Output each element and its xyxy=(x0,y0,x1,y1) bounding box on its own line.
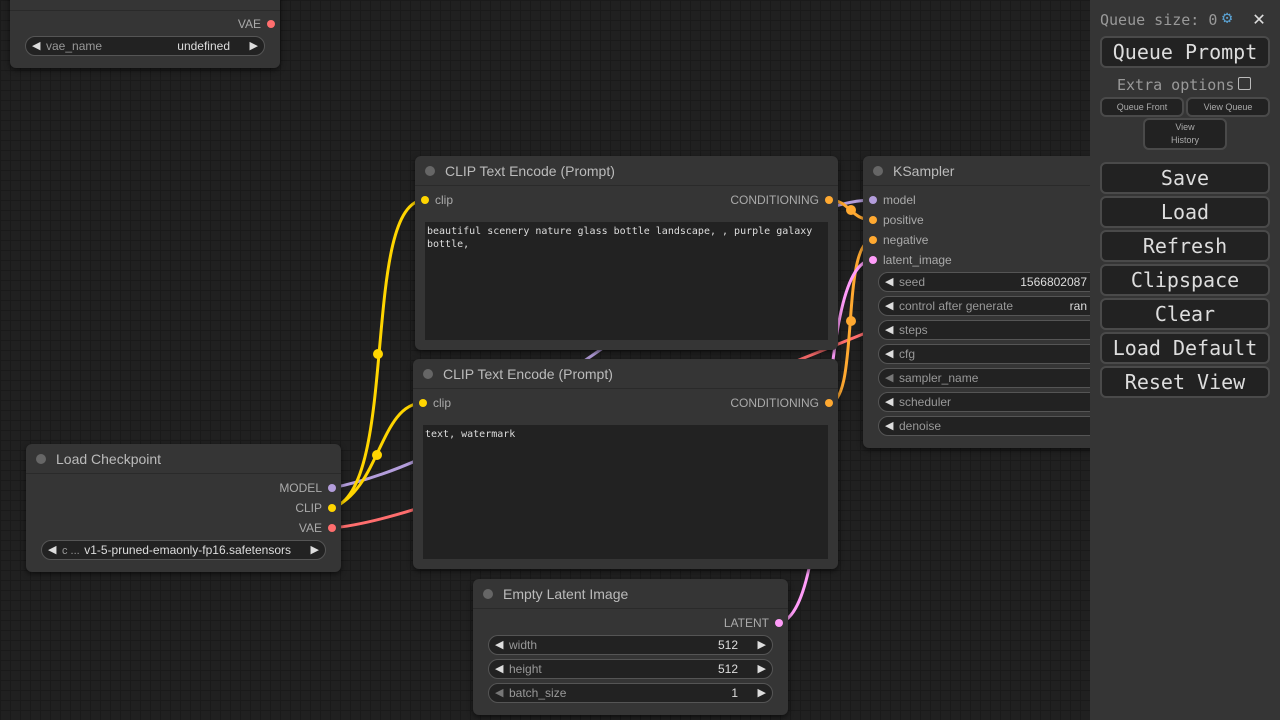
arrow-left-icon[interactable]: ◀ xyxy=(48,544,57,556)
node-empty-latent-image[interactable]: Empty Latent Image LATENT ◀ width 512 ▶ ◀ he… xyxy=(473,579,788,715)
arrow-left-icon[interactable]: ◀ xyxy=(885,420,894,432)
clear-button[interactable]: Clear xyxy=(1100,298,1270,330)
queue-size-label: Queue size: 0 xyxy=(1100,11,1218,29)
output-vae-dot[interactable] xyxy=(328,524,336,532)
extra-options-label: Extra options xyxy=(1117,76,1235,94)
output-vae-label: VAE xyxy=(298,521,322,535)
node-clip-text-encode-positive[interactable]: CLIP Text Encode (Prompt) clip CONDITION… xyxy=(415,156,838,350)
ksampler-widget-cfg[interactable]: ◀ cfg xyxy=(878,344,1118,364)
reset-view-button[interactable]: Reset View xyxy=(1100,366,1270,398)
view-queue-button[interactable]: View Queue xyxy=(1186,97,1270,117)
ckpt-name-combo[interactable]: ◀ c ... v1-5-pruned-emaonly-fp16.safetenso… xyxy=(41,540,326,560)
output-latent-label: LATENT xyxy=(723,616,769,630)
ksampler-widget-steps[interactable]: ◀ steps xyxy=(878,320,1118,340)
arrow-left-icon[interactable]: ◀ xyxy=(32,40,41,52)
extra-options-checkbox[interactable] xyxy=(1238,77,1251,90)
node-clip-text-encode-negative[interactable]: CLIP Text Encode (Prompt) clip CONDITION… xyxy=(413,359,838,569)
queue-prompt-button[interactable]: Queue Prompt xyxy=(1100,36,1270,68)
output-conditioning-dot[interactable] xyxy=(825,399,833,407)
arrow-left-icon[interactable]: ◀ xyxy=(885,396,894,408)
clipspace-button[interactable]: Clipspace xyxy=(1100,264,1270,296)
input-clip-label: clip xyxy=(435,193,454,207)
ksampler-widget-seed[interactable]: ◀ seed 1566802087 xyxy=(878,272,1118,292)
node-title: KSampler xyxy=(863,156,1123,186)
close-icon[interactable]: ✕ xyxy=(1253,6,1266,30)
input-model-dot[interactable] xyxy=(869,196,877,204)
queue-sidebar: Queue size: 0 ⚙ ✕ Queue Prompt Extra opt… xyxy=(1090,0,1280,720)
arrow-left-icon[interactable]: ◀ xyxy=(885,276,894,288)
prompt-textarea[interactable]: text, watermark xyxy=(423,425,828,559)
ksampler-widget-denoise[interactable]: ◀ denoise xyxy=(878,416,1118,436)
input-latent-dot[interactable] xyxy=(869,256,877,264)
refresh-button[interactable]: Refresh xyxy=(1100,230,1270,262)
vae-name-combo[interactable]: ◀ vae_name undefined ▶ xyxy=(25,36,265,56)
ksampler-widget-control-after-generate[interactable]: ◀ control after generate ran xyxy=(878,296,1118,316)
node-title: CLIP Text Encode (Prompt) xyxy=(413,359,838,389)
node-vae-loader[interactable]: VAE ◀ vae_name undefined ▶ xyxy=(10,0,280,68)
wire-clip-pos xyxy=(331,198,426,510)
load-button[interactable]: Load xyxy=(1100,196,1270,228)
arrow-left-icon[interactable]: ◀ xyxy=(885,324,894,336)
output-conditioning-label: CONDITIONING xyxy=(730,193,819,207)
prompt-textarea[interactable]: beautiful scenery nature glass bottle la… xyxy=(425,222,828,340)
output-vae-label: VAE xyxy=(237,17,261,31)
output-clip-label: CLIP xyxy=(295,501,322,515)
arrow-right-icon[interactable]: ▶ xyxy=(249,40,258,52)
output-model-dot[interactable] xyxy=(328,484,336,492)
input-clip-label: clip xyxy=(433,396,452,410)
arrow-right-icon[interactable]: ▶ xyxy=(310,544,319,556)
view-history-button[interactable]: View History xyxy=(1143,118,1227,150)
arrow-left-icon[interactable]: ◀ xyxy=(885,372,894,384)
node-ksampler[interactable]: KSampler model positive negative latent_… xyxy=(863,156,1123,448)
input-clip-dot[interactable] xyxy=(419,399,427,407)
node-title: Empty Latent Image xyxy=(473,579,788,609)
queue-front-button[interactable]: Queue Front xyxy=(1100,97,1184,117)
gear-icon[interactable]: ⚙ xyxy=(1222,8,1233,28)
node-load-checkpoint[interactable]: Load Checkpoint MODEL CLIP VAE ◀ c ... v1-… xyxy=(26,444,341,572)
output-conditioning-dot[interactable] xyxy=(825,196,833,204)
wire-clip-neg xyxy=(331,401,424,510)
input-positive-dot[interactable] xyxy=(869,216,877,224)
node-title: Load Checkpoint xyxy=(26,444,341,474)
output-conditioning-label: CONDITIONING xyxy=(730,396,819,410)
height-widget[interactable]: ◀ height 512 ▶ xyxy=(488,659,773,679)
ksampler-widget-sampler_name[interactable]: ◀ sampler_name xyxy=(878,368,1118,388)
node-title: CLIP Text Encode (Prompt) xyxy=(415,156,838,186)
save-button[interactable]: Save xyxy=(1100,162,1270,194)
output-vae-dot[interactable] xyxy=(267,20,275,28)
ksampler-widget-scheduler[interactable]: ◀ scheduler xyxy=(878,392,1118,412)
batch-size-widget[interactable]: ◀ batch_size 1 ▶ xyxy=(488,683,773,703)
output-latent-dot[interactable] xyxy=(775,619,783,627)
load-default-button[interactable]: Load Default xyxy=(1100,332,1270,364)
input-negative-dot[interactable] xyxy=(869,236,877,244)
arrow-left-icon[interactable]: ◀ xyxy=(885,300,894,312)
width-widget[interactable]: ◀ width 512 ▶ xyxy=(488,635,773,655)
output-model-label: MODEL xyxy=(279,481,322,495)
output-clip-dot[interactable] xyxy=(328,504,336,512)
arrow-left-icon[interactable]: ◀ xyxy=(885,348,894,360)
input-clip-dot[interactable] xyxy=(421,196,429,204)
